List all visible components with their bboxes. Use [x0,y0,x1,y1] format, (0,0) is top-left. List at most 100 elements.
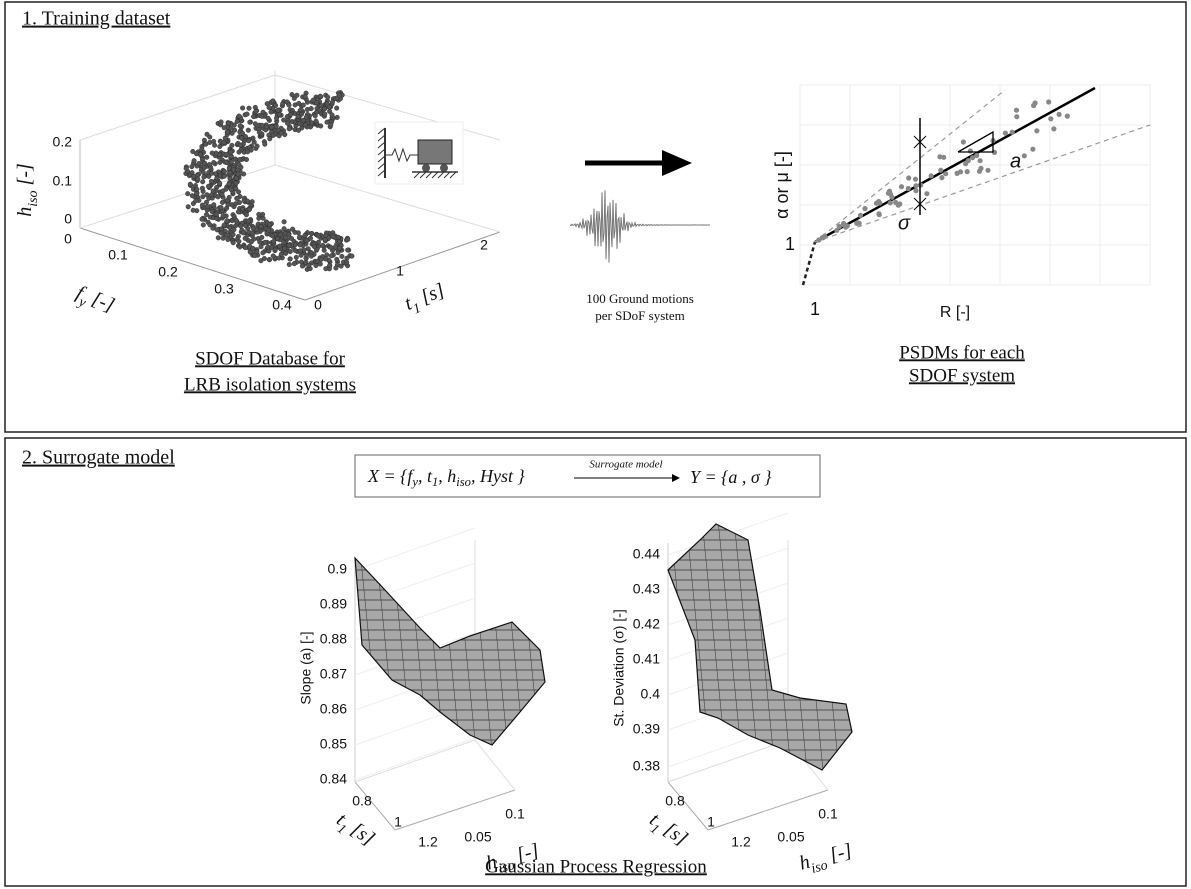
scatter-point [234,118,240,124]
tick-label: 0.3 [214,281,234,297]
scatter-point [330,99,336,105]
scatter-point [333,265,339,271]
tick-label: 0.88 [320,631,347,647]
scatter-point [204,154,210,160]
psdm-points [816,99,1070,243]
axis-label: t1 [s] [330,808,379,854]
psdm-point [857,212,864,218]
scatter-point [298,107,304,113]
scatter-point [229,142,235,148]
scatter-point [345,236,351,242]
label-sub: iso [26,190,41,206]
mesh-line [668,524,699,770]
scatter-point [272,247,278,253]
scatter-point [209,150,215,156]
surface-outline [667,523,853,771]
tick-label: 0.43 [633,581,660,597]
scatter-point [230,232,236,238]
mesh-line [843,524,852,770]
scatter-point [267,221,273,227]
line [437,171,445,179]
scatter-point [247,119,253,125]
scatter-point [201,165,207,171]
line [377,127,386,135]
psdm-point [957,169,964,175]
psdm-point [943,171,949,177]
scatter-point [318,123,324,129]
mesh-line [386,558,418,745]
scatter-point [278,251,284,257]
scatter-point [283,235,289,241]
scatter-point [276,111,282,117]
caption: LRB isolation systems [184,374,356,395]
tick-label: 0.85 [320,736,347,752]
scatter-point [185,191,191,197]
mesh-line [370,558,402,745]
psdm-point [1009,129,1015,135]
scatter-point [217,143,223,149]
scatter-point [258,244,264,250]
scatter-point [236,189,242,195]
scatter-point [200,179,206,185]
tick-label: 0.39 [633,721,660,737]
scatter-point [334,256,340,262]
line [707,789,829,831]
scatter-point [253,108,259,114]
scatter-point [207,134,213,140]
scatter-point [224,218,230,224]
axis-label: α or μ [-] [772,151,792,219]
psdm-point [964,169,970,175]
psdm-point [898,184,905,190]
scatter-point [215,235,221,241]
line [377,169,386,177]
scatter-point [308,106,314,112]
line [354,737,476,781]
scatter-point [221,222,227,228]
scatter-point [200,194,206,200]
scatter-point [328,244,334,250]
scatter-point [313,263,319,269]
psdm-point [985,167,991,173]
mesh-line [547,500,577,800]
caption: SDOF system [909,365,1015,386]
line [419,171,427,179]
line [377,162,386,170]
tick-label: 1.2 [731,834,751,850]
line [425,171,433,179]
scatter-point [194,186,200,192]
scatter-point [311,243,317,249]
scatter-point [221,125,227,131]
scatter-point [298,252,304,258]
psdm-point [836,223,842,230]
psdm-point [974,152,980,159]
scatter-point [226,165,232,171]
scatter-point [323,266,329,272]
scatter-point [262,239,268,245]
axis-label: t1 [s] [401,279,449,319]
tick-label: 0.2 [158,264,178,280]
scatter-point [215,194,221,200]
scatter-point [264,101,270,107]
tick-label: 0.86 [320,701,347,717]
scatter-point [267,136,273,142]
panel-title: 1. Training dataset [22,8,171,30]
scatter-point [254,143,260,149]
scatter-point [349,253,355,259]
scatter-point [230,240,236,246]
scatter-point [329,253,335,259]
mesh-line [402,558,434,745]
scatter-point [330,233,336,239]
tick-label: 0.8 [352,793,372,809]
tick-label: 0.4 [272,297,292,313]
line [667,739,789,783]
tick-label: 0.1 [108,247,128,263]
line [304,231,501,301]
scatter-point [344,259,350,265]
scatter-point [256,211,262,217]
scatter-point [250,225,256,231]
psdm-point [886,188,893,194]
tick-label: 0.2 [53,134,73,150]
tick-label: 1 [707,814,715,830]
psdm-point [939,175,945,181]
scatter-point [213,211,219,217]
